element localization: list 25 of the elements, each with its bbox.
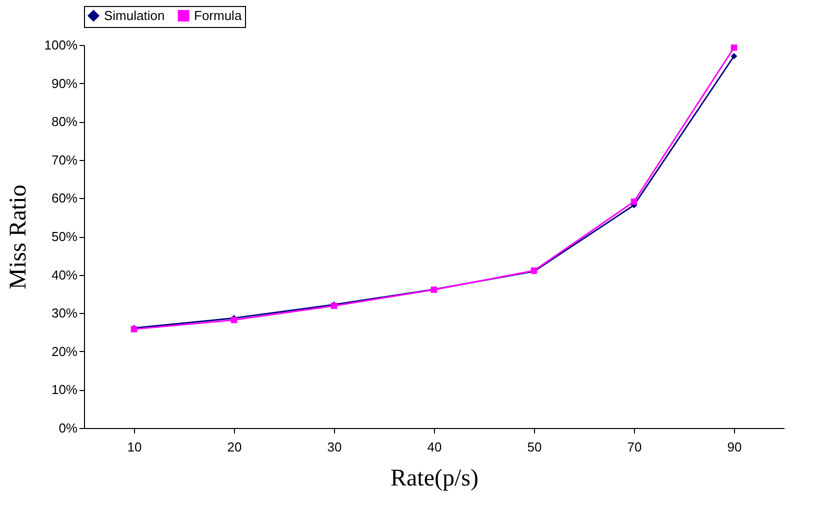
y-tick-label: 60% [51,190,78,206]
y-tick-label: 80% [51,114,78,130]
legend-label: Formula [194,8,242,23]
y-tick-label: 70% [51,152,78,168]
y-tick-label: 10% [51,382,78,398]
point [630,198,638,205]
x-axis-title: Rate(p/s) [390,466,478,492]
x-tick-label: 30 [327,440,342,454]
y-axis-title: Miss Ratio [5,184,32,290]
x-tick-label: 20 [227,440,242,454]
legend-label: Simulation [104,8,165,23]
x-tick-label: 40 [427,440,442,454]
y-tick-label: 90% [51,76,78,91]
y-tick-label: 30% [51,306,78,321]
x-tick-label: 90 [727,440,742,454]
point [730,44,738,51]
x-tick-label: 10 [127,440,142,454]
y-tick-label: 0% [58,420,78,436]
y-tick-label: 20% [51,344,78,359]
point [730,52,738,60]
x-tick-label: 50 [527,440,542,454]
y-tick-label: 100% [44,38,78,52]
y-tick-label: 40% [51,267,78,282]
y-tick-label: 50% [51,229,78,244]
x-tick-label: 70 [627,440,642,454]
